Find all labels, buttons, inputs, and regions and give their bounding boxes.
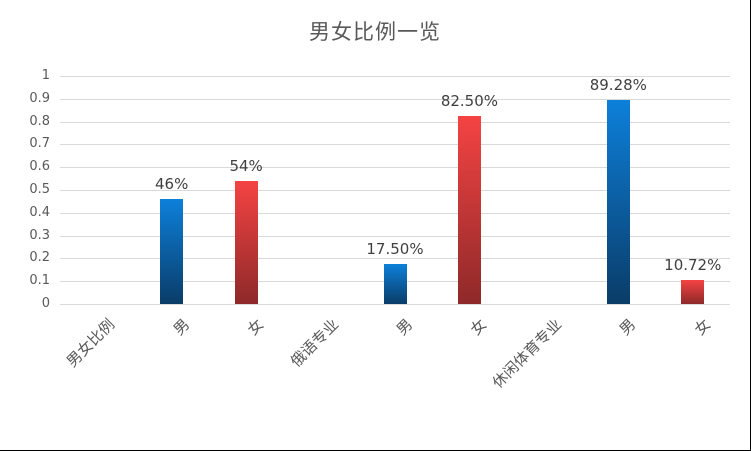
bar-value-label: 17.50% — [366, 240, 424, 259]
x-axis-category-label: 女 — [243, 315, 268, 339]
y-axis-tick-label: 0.4 — [29, 204, 50, 220]
bar-value-label: 54% — [229, 156, 263, 175]
gridline — [60, 121, 730, 123]
y-axis-tick-label: 0.2 — [29, 250, 50, 266]
x-axis-category-label: 俄语专业 — [286, 315, 342, 371]
bar-value-label: 10.72% — [664, 255, 722, 274]
gridline — [60, 98, 730, 100]
x-axis-category-label: 女 — [467, 315, 491, 339]
gridline — [60, 304, 730, 305]
x-axis-category-label: 男 — [616, 315, 640, 339]
y-axis-tick-label: 0.8 — [29, 113, 50, 129]
y-axis-tick-label: 0.1 — [29, 273, 50, 289]
y-axis-tick-label: 0.9 — [29, 90, 50, 106]
gridline — [60, 144, 730, 146]
bar-value-label: 82.50% — [440, 91, 499, 110]
bar-male — [606, 100, 630, 304]
y-axis-tick-label: 1 — [41, 68, 50, 83]
bar-male — [160, 199, 184, 304]
chart-title: 男女比例一览 — [309, 20, 441, 44]
x-axis-category-label: 男 — [169, 315, 193, 339]
gridline — [60, 258, 730, 260]
y-axis-tick-label: 0.5 — [29, 182, 50, 197]
bar-value-label: 46% — [154, 175, 189, 194]
gridline — [60, 76, 730, 77]
y-axis-tick-label: 0.6 — [29, 159, 50, 175]
y-axis-tick-label: 0 — [41, 296, 50, 311]
bar-female — [457, 115, 481, 304]
y-axis-tick-label: 0.7 — [29, 136, 50, 152]
bar-female — [681, 279, 705, 304]
gridline — [60, 190, 730, 191]
x-axis-category-label: 休闲体育专业 — [488, 315, 566, 392]
x-axis-category-label: 男 — [392, 315, 417, 339]
gridline — [60, 167, 730, 169]
x-axis-category-label: 女 — [690, 315, 714, 339]
gridline — [60, 235, 730, 237]
bar-value-label: 89.28% — [589, 76, 647, 95]
y-axis-tick-label: 0.3 — [29, 227, 50, 243]
gridline — [60, 212, 730, 214]
bar-male — [383, 264, 407, 304]
x-axis-category-label: 男女比例 — [63, 315, 119, 371]
bar-female — [234, 180, 258, 304]
